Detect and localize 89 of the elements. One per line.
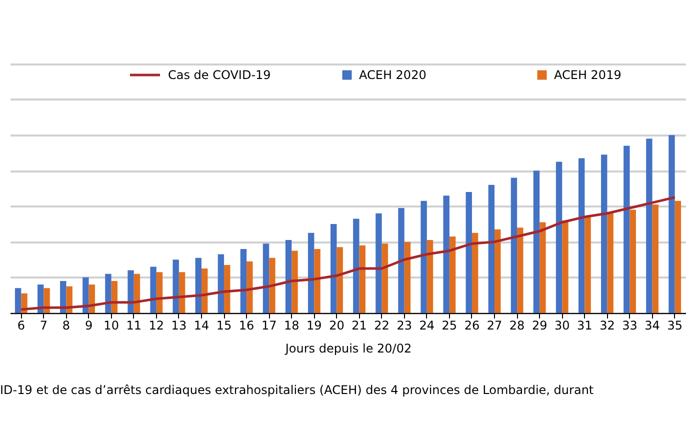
x-tick-label: 17 — [261, 318, 277, 332]
bar — [224, 264, 230, 313]
bar — [240, 248, 247, 313]
x-tick-label: 9 — [84, 318, 93, 332]
bar — [646, 138, 652, 313]
bar — [382, 244, 388, 313]
legend-label: ACEH 2020 — [359, 68, 426, 82]
x-tick-label: 29 — [532, 318, 548, 332]
bar — [624, 146, 630, 313]
bar — [466, 192, 472, 313]
legend-label: ACEH 2019 — [554, 68, 622, 82]
bar — [218, 254, 224, 313]
bar — [449, 236, 456, 313]
x-tick-label: 13 — [171, 318, 187, 332]
bar — [359, 245, 366, 313]
bar — [584, 216, 591, 313]
x-tick-label: 28 — [509, 318, 525, 332]
bar — [562, 220, 568, 313]
bar — [420, 200, 427, 313]
bar — [105, 274, 112, 313]
bar — [426, 240, 434, 313]
bar — [404, 242, 411, 313]
x-tick-label: 21 — [352, 318, 367, 332]
bar — [494, 229, 501, 313]
bar — [269, 258, 276, 313]
bar — [556, 162, 562, 313]
bar — [578, 158, 585, 313]
x-tick-label: 25 — [442, 318, 458, 332]
bar — [353, 218, 360, 313]
bar — [510, 178, 518, 313]
bar — [246, 261, 253, 313]
x-tick-label: 7 — [40, 318, 48, 332]
bar — [314, 248, 320, 313]
bar — [601, 154, 608, 313]
x-tick-label: 15 — [216, 318, 232, 332]
bar — [376, 213, 382, 313]
bar — [330, 224, 337, 313]
bar — [14, 288, 22, 313]
bar — [652, 204, 658, 313]
x-tick-label: 11 — [126, 318, 142, 332]
x-tick-label: 34 — [644, 318, 660, 332]
x-tick-label: 8 — [62, 318, 70, 332]
bar — [674, 200, 682, 313]
bar — [285, 240, 292, 313]
bar — [533, 170, 540, 313]
bar — [630, 210, 636, 313]
x-tick-label: 23 — [396, 318, 412, 332]
x-tick-label: 14 — [194, 318, 210, 332]
x-tick-label: 35 — [667, 318, 682, 332]
x-tick-label: 12 — [148, 318, 164, 332]
bar — [668, 135, 675, 313]
bar — [607, 213, 614, 313]
bar — [443, 196, 450, 313]
bar — [178, 272, 186, 313]
text: ID-19 et de cas d’arrêts cardiaques extrahospitaliers (ACEH) des 4 provinces de Lombardie, durant — [0, 383, 594, 397]
bar — [134, 274, 140, 313]
x-tick-label: 27 — [486, 318, 502, 332]
legend-label: Cas de COVID-19 — [168, 68, 271, 82]
bar — [172, 260, 179, 313]
x-tick-label: 18 — [284, 318, 300, 332]
bar — [488, 184, 495, 313]
bar — [472, 232, 478, 313]
bar — [540, 222, 546, 313]
x-tick-label: 20 — [329, 318, 344, 332]
x-tick-label: 10 — [104, 318, 119, 332]
bar — [66, 286, 72, 313]
x-tick-label: 32 — [600, 318, 615, 332]
x-tick-label: 6 — [17, 318, 25, 332]
x-tick-label: 22 — [374, 318, 390, 332]
bar — [398, 208, 404, 313]
bar — [292, 250, 298, 313]
x-tick-label: 30 — [554, 318, 570, 332]
bar — [195, 258, 202, 313]
bar — [150, 266, 156, 313]
x-tick-label: 26 — [464, 318, 480, 332]
bar — [156, 272, 163, 313]
x-tick-label: 33 — [622, 318, 638, 332]
x-axis-title: Jours depuis le 20/02 — [284, 342, 412, 356]
bar — [82, 277, 89, 313]
bar — [336, 247, 343, 313]
x-tick-label: 31 — [577, 318, 592, 332]
bar — [262, 244, 270, 313]
bar — [201, 268, 208, 313]
x-tick-label: 24 — [419, 318, 435, 332]
bar — [308, 232, 314, 313]
x-tick-label: 19 — [306, 318, 322, 332]
bar — [128, 270, 134, 313]
x-tick-label: 16 — [238, 318, 254, 332]
bar — [517, 228, 524, 313]
